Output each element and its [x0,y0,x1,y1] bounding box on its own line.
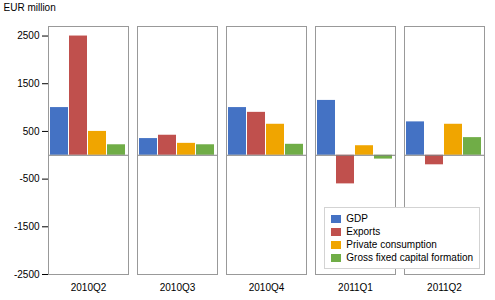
svg-text:-1500: -1500 [14,221,40,232]
svg-text:-500: -500 [19,173,39,184]
svg-text:2010Q4: 2010Q4 [249,282,285,293]
svg-text:2011Q2: 2011Q2 [427,282,462,293]
svg-text:2500: 2500 [17,30,40,41]
svg-text:1500: 1500 [17,78,40,89]
html-text:Exports: Exports [346,226,381,237]
svg-text:2010Q3: 2010Q3 [160,282,196,293]
svg-text:500: 500 [23,126,40,137]
svg-text:EUR million: EUR million [4,2,56,13]
html-text:GDP: GDP [346,213,368,224]
html-text:Private consumption: Private consumption [346,239,437,250]
svg-text:-2500: -2500 [14,269,40,280]
html-text:Gross fixed capital formation: Gross fixed capital formation [346,252,473,263]
svg-text:2011Q1: 2011Q1 [338,282,373,293]
svg-text:2010Q2: 2010Q2 [71,282,107,293]
